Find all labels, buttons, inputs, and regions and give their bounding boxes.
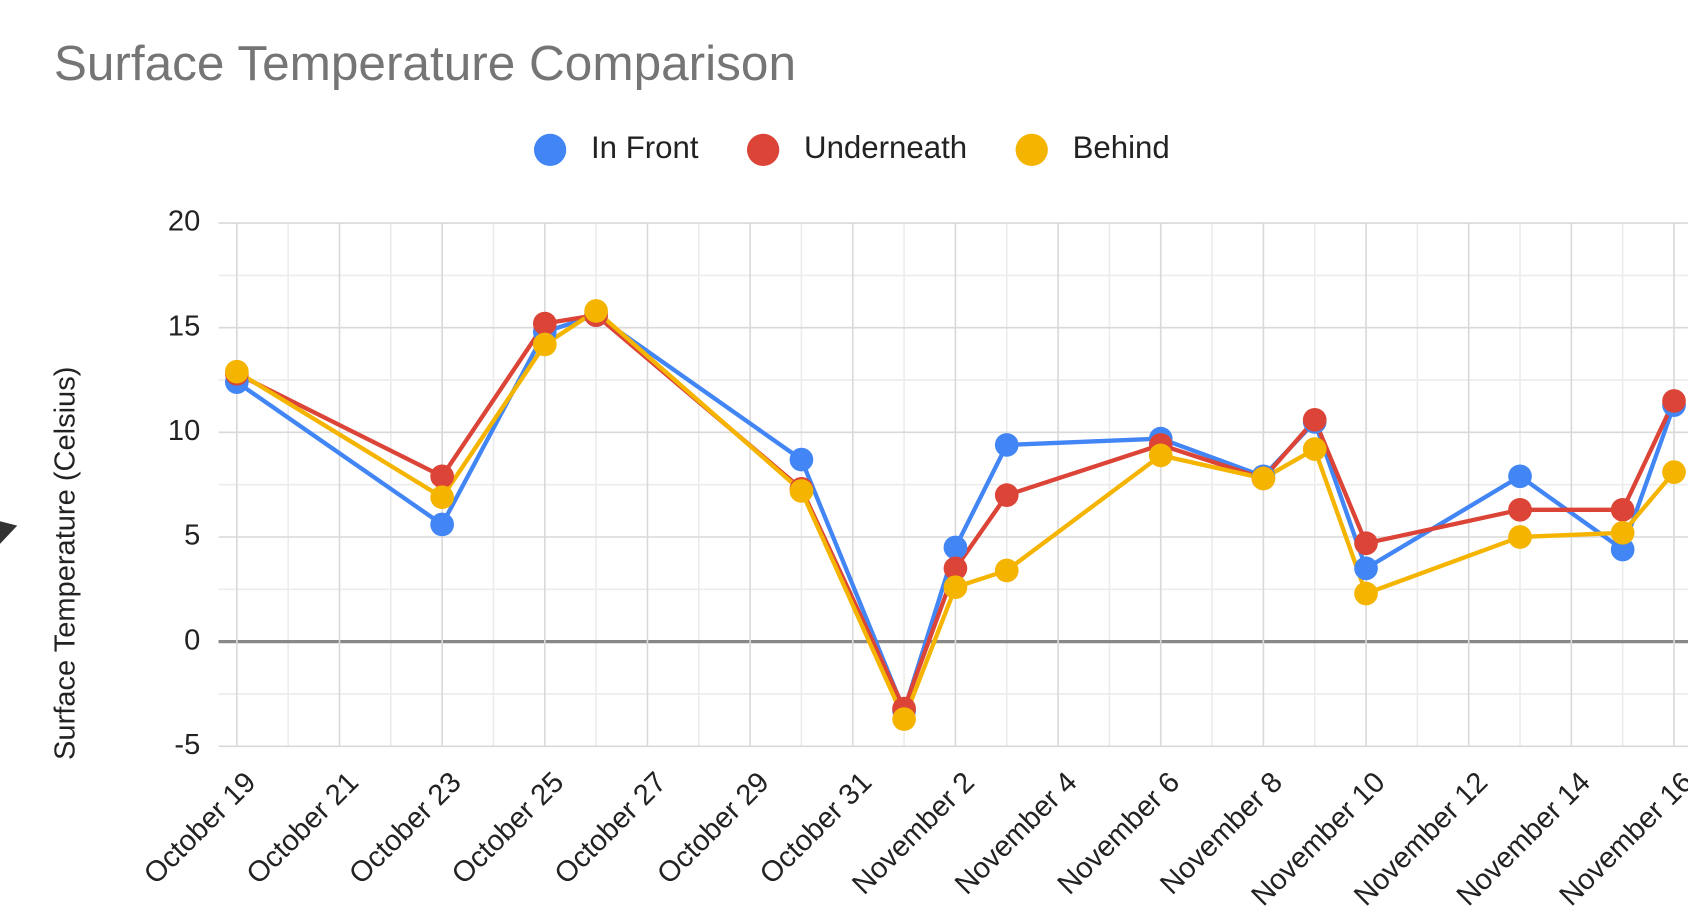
- data-point: [1354, 556, 1378, 581]
- y-tick-label: 20: [168, 206, 200, 238]
- data-point: [1610, 497, 1635, 522]
- data-point: [789, 447, 814, 472]
- data-point: [224, 359, 249, 384]
- data-point: [994, 433, 1019, 457]
- legend-label: In Front: [591, 130, 699, 165]
- legend-marker: [533, 133, 567, 167]
- chart-title: Surface Temperature Comparison: [54, 36, 796, 91]
- data-point: [1302, 437, 1327, 461]
- data-point: [1508, 464, 1532, 489]
- y-tick-label: -5: [174, 729, 200, 761]
- data-point: [1354, 581, 1378, 606]
- data-point: [943, 535, 968, 560]
- data-point: [789, 479, 814, 503]
- y-tick-label: 0: [184, 624, 200, 656]
- y-tick-label: 15: [168, 310, 200, 342]
- legend-marker: [746, 133, 780, 167]
- y-tick-label: 10: [168, 415, 200, 447]
- data-point: [1354, 531, 1378, 556]
- data-point: [1610, 520, 1635, 545]
- legend-marker: [1015, 133, 1048, 167]
- data-point: [430, 464, 454, 489]
- legend-label: Underneath: [804, 130, 967, 165]
- data-point: [943, 575, 968, 600]
- data-point: [1662, 460, 1686, 484]
- data-point: [430, 485, 454, 510]
- data-point: [430, 512, 454, 537]
- data-point: [1148, 443, 1173, 468]
- y-axis-title: Surface Temperature (Celsius): [49, 367, 81, 760]
- data-point: [994, 558, 1019, 583]
- legend-label: Behind: [1073, 130, 1170, 165]
- data-point: [943, 556, 968, 581]
- data-point: [994, 483, 1019, 507]
- data-point: [1610, 537, 1635, 562]
- data-point: [584, 299, 608, 323]
- data-point: [532, 311, 557, 336]
- cursor: [0, 521, 18, 544]
- data-point: [1251, 466, 1276, 491]
- y-tick-label: 5: [184, 520, 200, 552]
- data-point: [1508, 497, 1532, 522]
- data-point: [1302, 407, 1327, 432]
- data-point: [1508, 525, 1532, 549]
- data-point: [1662, 389, 1686, 413]
- data-point: [892, 707, 916, 731]
- data-point: [532, 332, 557, 357]
